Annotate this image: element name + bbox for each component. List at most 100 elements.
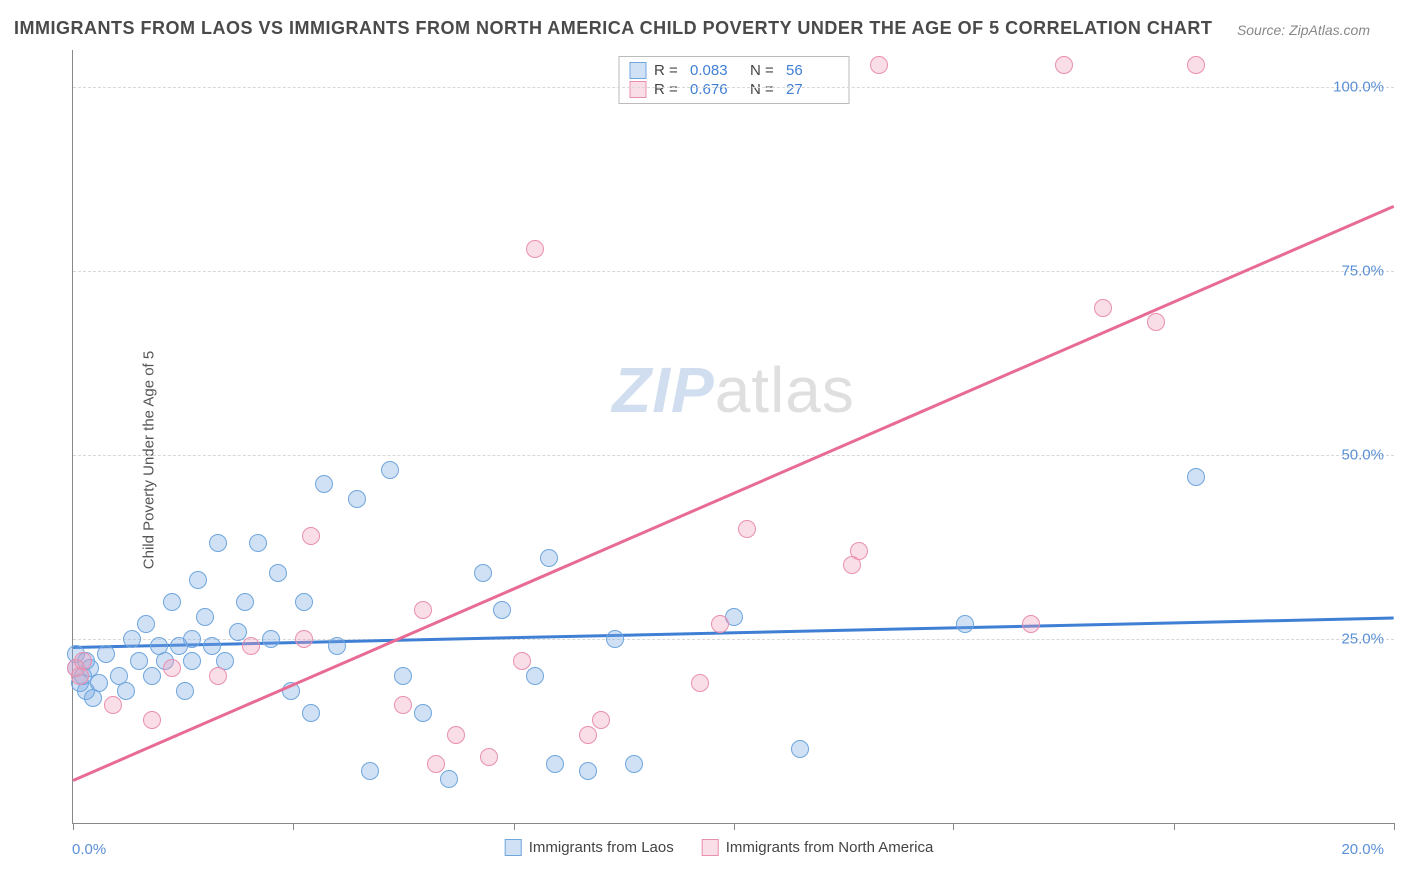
- legend-label-1: Immigrants from North America: [726, 839, 934, 856]
- r-label: R =: [654, 62, 682, 79]
- data-point-series-1: [592, 711, 610, 729]
- data-point-series-0: [381, 461, 399, 479]
- data-point-series-0: [474, 564, 492, 582]
- data-point-series-0: [229, 623, 247, 641]
- data-point-series-0: [143, 667, 161, 685]
- stats-legend-box: R = 0.083 N = 56 R = 0.676 N = 27: [618, 56, 849, 104]
- data-point-series-0: [189, 571, 207, 589]
- x-tick: [734, 823, 735, 830]
- legend-item-1: Immigrants from North America: [702, 839, 934, 856]
- data-point-series-0: [493, 601, 511, 619]
- n-label: N =: [750, 62, 778, 79]
- gridline: [73, 271, 1394, 272]
- data-point-series-1: [480, 748, 498, 766]
- watermark-part1: ZIP: [612, 354, 715, 426]
- data-point-series-0: [606, 630, 624, 648]
- data-point-series-0: [956, 615, 974, 633]
- data-point-series-0: [328, 637, 346, 655]
- source-label: Source:: [1237, 22, 1285, 38]
- data-point-series-0: [791, 740, 809, 758]
- data-point-series-0: [348, 490, 366, 508]
- data-point-series-1: [163, 659, 181, 677]
- gridline: [73, 87, 1394, 88]
- r-value-0: 0.083: [690, 62, 742, 79]
- x-tick: [953, 823, 954, 830]
- data-point-series-0: [302, 704, 320, 722]
- data-point-series-0: [1187, 468, 1205, 486]
- data-point-series-0: [540, 549, 558, 567]
- data-point-series-0: [203, 637, 221, 655]
- data-point-series-1: [526, 240, 544, 258]
- data-point-series-0: [236, 593, 254, 611]
- n-value-1: 27: [786, 81, 838, 98]
- chart-area: Child Poverty Under the Age of 5 ZIPatla…: [44, 50, 1394, 870]
- data-point-series-0: [526, 667, 544, 685]
- swatch-series-0: [629, 62, 646, 79]
- n-value-0: 56: [786, 62, 838, 79]
- y-tick-label: 25.0%: [1341, 630, 1384, 647]
- source-value: ZipAtlas.com: [1289, 22, 1370, 38]
- data-point-series-1: [427, 755, 445, 773]
- data-point-series-0: [394, 667, 412, 685]
- chart-title: IMMIGRANTS FROM LAOS VS IMMIGRANTS FROM …: [14, 18, 1212, 39]
- data-point-series-1: [74, 652, 92, 670]
- data-point-series-0: [295, 593, 313, 611]
- y-tick-label: 100.0%: [1333, 78, 1384, 95]
- data-point-series-0: [176, 682, 194, 700]
- r-label: R =: [654, 81, 682, 98]
- legend-item-0: Immigrants from Laos: [505, 839, 674, 856]
- data-point-series-1: [242, 637, 260, 655]
- data-point-series-0: [123, 630, 141, 648]
- data-point-series-0: [90, 674, 108, 692]
- data-point-series-1: [104, 696, 122, 714]
- data-point-series-1: [1055, 56, 1073, 74]
- x-tick: [1394, 823, 1395, 830]
- data-point-series-0: [269, 564, 287, 582]
- data-point-series-0: [117, 682, 135, 700]
- legend-label-0: Immigrants from Laos: [529, 839, 674, 856]
- data-point-series-0: [361, 762, 379, 780]
- data-point-series-1: [302, 527, 320, 545]
- data-point-series-1: [447, 726, 465, 744]
- plot-region: ZIPatlas R = 0.083 N = 56 R = 0.676 N = …: [72, 50, 1394, 824]
- swatch-series-1: [629, 81, 646, 98]
- data-point-series-0: [137, 615, 155, 633]
- data-point-series-1: [1022, 615, 1040, 633]
- data-point-series-0: [249, 534, 267, 552]
- data-point-series-1: [738, 520, 756, 538]
- x-tick-min: 0.0%: [72, 841, 106, 858]
- data-point-series-0: [130, 652, 148, 670]
- data-point-series-1: [209, 667, 227, 685]
- data-point-series-0: [440, 770, 458, 788]
- y-tick-label: 50.0%: [1341, 446, 1384, 463]
- trend-line-series-1: [73, 205, 1395, 782]
- data-point-series-1: [143, 711, 161, 729]
- data-point-series-1: [1147, 313, 1165, 331]
- data-point-series-0: [97, 645, 115, 663]
- watermark: ZIPatlas: [612, 353, 855, 427]
- data-point-series-0: [625, 755, 643, 773]
- data-point-series-0: [414, 704, 432, 722]
- data-point-series-1: [1094, 299, 1112, 317]
- data-point-series-0: [163, 593, 181, 611]
- data-point-series-1: [711, 615, 729, 633]
- data-point-series-1: [850, 542, 868, 560]
- gridline: [73, 455, 1394, 456]
- data-point-series-0: [196, 608, 214, 626]
- n-label: N =: [750, 81, 778, 98]
- data-point-series-0: [209, 534, 227, 552]
- x-tick: [1174, 823, 1175, 830]
- data-point-series-1: [513, 652, 531, 670]
- data-point-series-0: [546, 755, 564, 773]
- data-point-series-1: [394, 696, 412, 714]
- stats-row-series-1: R = 0.676 N = 27: [629, 80, 838, 99]
- data-point-series-0: [315, 475, 333, 493]
- y-tick-label: 75.0%: [1341, 262, 1384, 279]
- bottom-legend: Immigrants from Laos Immigrants from Nor…: [505, 839, 934, 856]
- r-value-1: 0.676: [690, 81, 742, 98]
- data-point-series-1: [691, 674, 709, 692]
- data-point-series-1: [414, 601, 432, 619]
- x-tick-max: 20.0%: [1341, 841, 1384, 858]
- data-point-series-1: [579, 726, 597, 744]
- stats-row-series-0: R = 0.083 N = 56: [629, 61, 838, 80]
